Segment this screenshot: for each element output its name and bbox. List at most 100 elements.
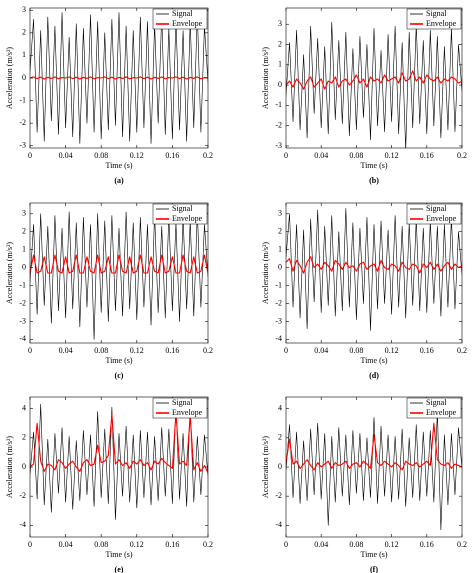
legend-label: Signal — [426, 204, 447, 213]
y-tick-label: -1 — [275, 100, 282, 109]
x-tick-label: 0.12 — [130, 540, 144, 549]
y-tick-label: -2 — [275, 491, 282, 500]
series-line — [30, 254, 208, 274]
y-axis-label: Acceleration (m/s²) — [5, 436, 14, 498]
x-tick-label: 0.16 — [420, 346, 434, 355]
y-tick-label: 3 — [22, 209, 26, 218]
x-tick-label: 0 — [284, 346, 288, 355]
legend-label: Signal — [172, 398, 193, 407]
legend-label: Envelope — [426, 19, 457, 28]
y-axis-label: Acceleration (m/s²) — [261, 47, 270, 109]
series-line — [30, 412, 208, 474]
x-tick-label: 0.04 — [314, 151, 328, 160]
panel-label: (b) — [369, 176, 379, 185]
y-tick-label: -3 — [19, 141, 26, 150]
y-axis-label: Acceleration (m/s²) — [261, 242, 270, 304]
x-tick-label: 0.16 — [165, 540, 179, 549]
x-tick-label: 0.2 — [457, 151, 467, 160]
y-tick-label: -3 — [275, 316, 282, 325]
y-tick-label: -4 — [19, 334, 26, 343]
legend-label: Envelope — [172, 19, 203, 28]
legend-label: Signal — [172, 204, 193, 213]
y-tick-label: 2 — [22, 28, 26, 37]
y-tick-label: 2 — [278, 433, 282, 442]
y-tick-label: -1 — [275, 280, 282, 289]
x-tick-label: 0.12 — [385, 151, 399, 160]
x-tick-label: 0.08 — [94, 346, 108, 355]
x-tick-label: 0.04 — [59, 540, 73, 549]
series-line — [286, 21, 462, 148]
panel-label: (c) — [115, 371, 124, 380]
series-line — [30, 76, 208, 80]
y-tick-label: 0 — [22, 262, 26, 271]
x-tick-label: 0 — [28, 540, 32, 549]
series-line — [286, 422, 462, 471]
y-tick-label: 2 — [22, 433, 26, 442]
x-tick-label: 0.2 — [203, 346, 213, 355]
x-tick-label: 0.08 — [349, 151, 363, 160]
x-tick-label: 0 — [28, 346, 32, 355]
y-tick-label: 4 — [22, 403, 26, 412]
series-line — [286, 411, 462, 531]
y-tick-label: 0 — [22, 462, 26, 471]
series-line — [286, 256, 462, 274]
y-tick-label: 0 — [22, 73, 26, 82]
series-line — [30, 211, 208, 340]
x-axis-label: Time (s) — [360, 356, 387, 365]
panel: 0 0.04 0.08 0.12 0.16 0.2 -4 -2 0 2 4 Time (s) Accel… — [261, 396, 467, 573]
y-tick-label: 4 — [278, 403, 282, 412]
x-tick-label: 0 — [284, 151, 288, 160]
panel: 0 0.04 0.08 0.12 0.16 0.2 -4 -3 -2 -1 0 1 2 3 Time (s)… — [5, 202, 213, 380]
y-tick-label: -4 — [275, 520, 282, 529]
y-tick-label: -1 — [19, 95, 26, 104]
panel: 0 0.04 0.08 0.12 0.16 0.2 -3 -2 -1 0 1 2 3 Time (s) Ac… — [261, 7, 467, 185]
series-line — [30, 12, 208, 144]
y-axis-label: Acceleration (m/s²) — [5, 242, 14, 304]
y-tick-label: -4 — [19, 520, 26, 529]
x-axis-label: Time (s) — [105, 161, 132, 170]
x-tick-label: 0.08 — [94, 151, 108, 160]
y-tick-label: 0 — [278, 462, 282, 471]
y-axis-label: Acceleration (m/s²) — [261, 436, 270, 498]
y-tick-label: -2 — [19, 491, 26, 500]
legend-label: Envelope — [172, 214, 203, 223]
y-tick-label: 0 — [278, 80, 282, 89]
y-tick-label: 3 — [278, 19, 282, 28]
x-tick-label: 0.16 — [165, 346, 179, 355]
panel: 0 0.04 0.08 0.12 0.16 0.2 -3 -2 -1 0 1 2 3 Time (s) Ac… — [5, 5, 213, 185]
y-tick-label: 3 — [22, 5, 26, 14]
y-tick-label: 1 — [22, 244, 26, 253]
x-axis-label: Time (s) — [105, 356, 132, 365]
y-tick-label: -4 — [275, 334, 282, 343]
x-axis-label: Time (s) — [360, 550, 387, 559]
plot-frame — [285, 7, 463, 149]
x-tick-label: 0.08 — [349, 540, 363, 549]
panel-label: (f) — [370, 565, 378, 573]
x-tick-label: 0.08 — [94, 540, 108, 549]
x-tick-label: 0 — [28, 151, 32, 160]
x-tick-label: 0.2 — [457, 540, 467, 549]
x-tick-label: 0.04 — [314, 346, 328, 355]
legend-label: Signal — [426, 398, 447, 407]
x-tick-label: 0.12 — [130, 346, 144, 355]
panel: 0 0.04 0.08 0.12 0.16 0.2 -4 -2 0 2 4 Time (s) Accel… — [5, 396, 213, 573]
x-tick-label: 0 — [284, 540, 288, 549]
legend-label: Envelope — [426, 408, 457, 417]
x-tick-label: 0.04 — [59, 151, 73, 160]
legend-label: Signal — [426, 9, 447, 18]
x-tick-label: 0.2 — [457, 346, 467, 355]
series-line — [286, 70, 462, 90]
panel-label: (a) — [114, 176, 124, 185]
legend-label: Signal — [172, 9, 193, 18]
y-tick-label: -3 — [19, 316, 26, 325]
x-axis-label: Time (s) — [105, 550, 132, 559]
x-axis-label: Time (s) — [360, 161, 387, 170]
y-tick-label: 2 — [278, 227, 282, 236]
y-tick-label: 0 — [278, 262, 282, 271]
legend-label: Envelope — [172, 408, 203, 417]
y-tick-label: -2 — [19, 118, 26, 127]
x-tick-label: 0.2 — [203, 540, 213, 549]
x-tick-label: 0.16 — [420, 151, 434, 160]
plot-frame — [285, 202, 463, 344]
